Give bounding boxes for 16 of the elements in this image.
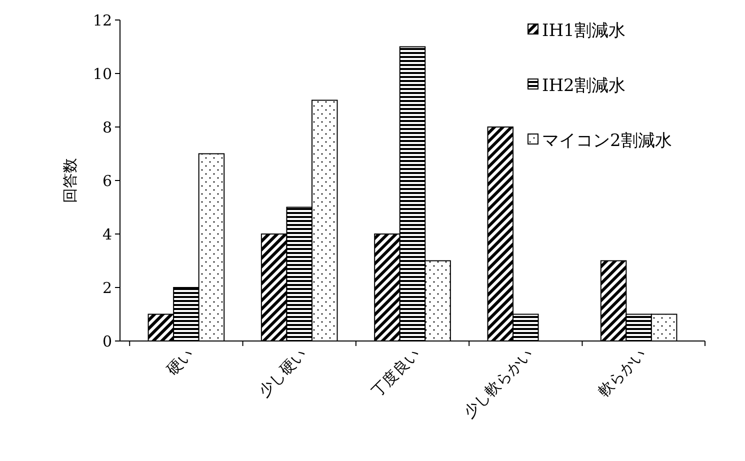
legend-label: マイコン2割減水 xyxy=(542,130,672,151)
x-tick-label: 丁度良い xyxy=(368,345,424,400)
y-tick-label: 10 xyxy=(92,64,112,83)
y-tick-label: 0 xyxy=(102,332,112,350)
y-tick-label: 6 xyxy=(102,172,112,190)
x-tick-label: 少し硬い xyxy=(255,345,310,400)
y-tick-label: 12 xyxy=(92,11,112,30)
y-tick-label: 8 xyxy=(102,118,112,136)
y-axis-title: 回答数 xyxy=(61,158,79,203)
x-tick-label: 硬い xyxy=(163,345,198,380)
legend-label: IH2割減水 xyxy=(542,76,626,96)
y-tick-label: 4 xyxy=(102,225,112,244)
legend-label: IH1割減水 xyxy=(542,20,626,41)
y-tick-label: 2 xyxy=(102,278,112,297)
x-tick-label: 少し軟らかい xyxy=(460,345,536,422)
x-tick-label: 軟らかい xyxy=(594,345,650,400)
